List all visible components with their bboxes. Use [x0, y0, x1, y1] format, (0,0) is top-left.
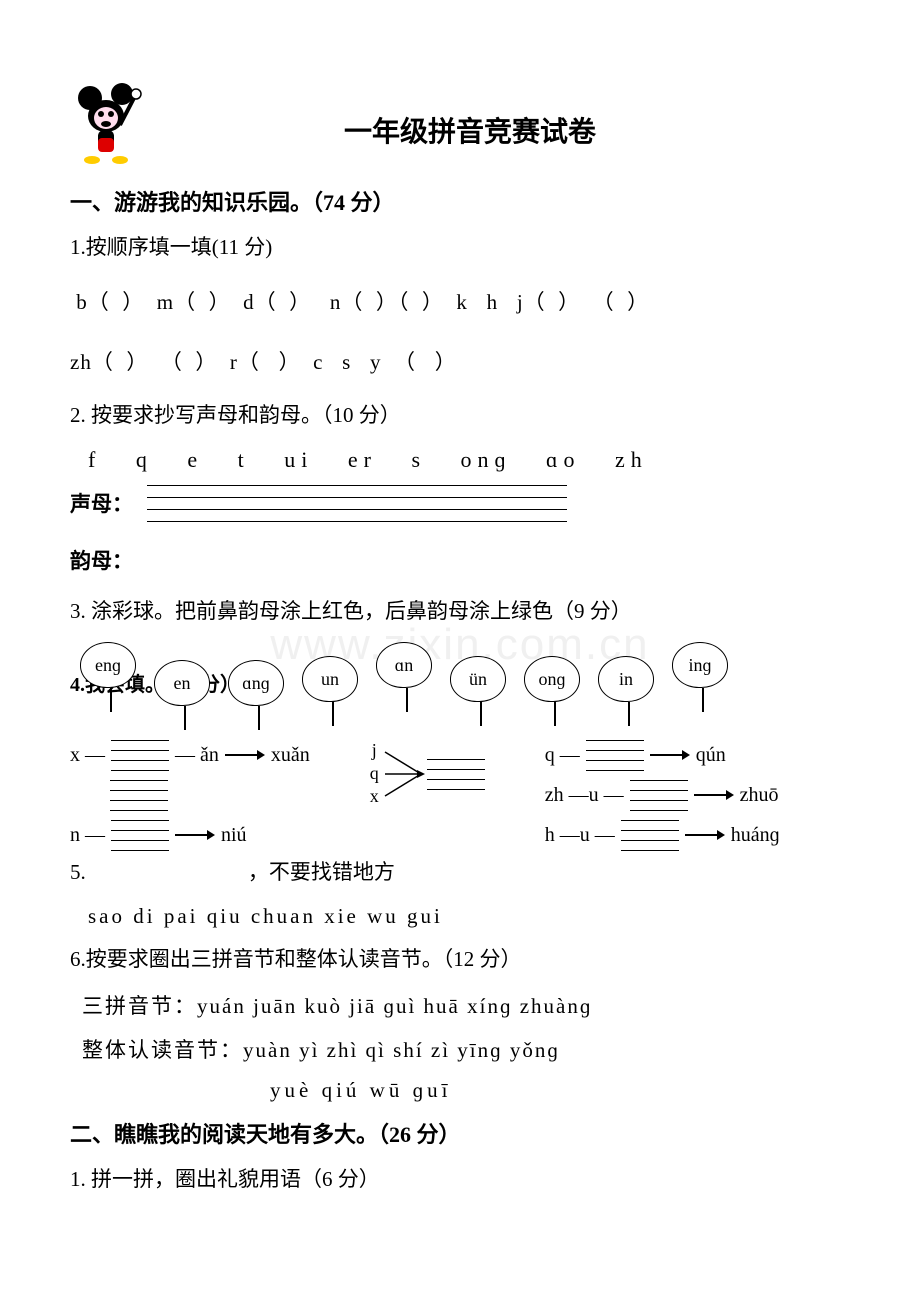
q4-item: h —u — huánɡ: [545, 820, 780, 850]
jqx-j: j: [372, 740, 377, 761]
jqx-x: x: [370, 786, 379, 807]
q4-container: x — — ǎn xuǎn n — niú j q x: [70, 740, 850, 850]
letter: s: [411, 447, 426, 472]
page-title: 一年级拼音竞赛试卷: [170, 80, 850, 150]
balloon[interactable]: un: [302, 656, 364, 730]
q2-label: 2. 按要求抄写声母和韵母。（10 分）: [70, 399, 850, 433]
q5-suffix: ，不要找错地方: [248, 860, 395, 884]
mickey-mouse-icon: [70, 80, 150, 165]
balloon-text: inɡ: [672, 642, 728, 688]
q4-item: zh —u — zhuō: [545, 780, 780, 810]
balloon-text: onɡ: [524, 656, 580, 702]
q4-result: niú: [221, 824, 247, 847]
writing-grid-small[interactable]: [111, 740, 169, 770]
arrow-icon: [694, 788, 734, 802]
q4-pre: zh —u —: [545, 784, 624, 807]
q4-right-col: q — qún zh —u — zhuō h —u — huánɡ: [545, 740, 780, 850]
letter: f: [88, 447, 101, 472]
letter: onɡ: [461, 447, 512, 472]
shengmu-row: 声母：: [70, 485, 850, 521]
q1-line1: b（ ） m（ ） d（ ） n（ ）（ ） k h j（ ） （ ）: [70, 279, 850, 325]
writing-grid-small[interactable]: [586, 740, 644, 770]
header-row: 一年级拼音竞赛试卷: [70, 80, 850, 165]
writing-grid[interactable]: [147, 485, 567, 521]
balloon[interactable]: onɡ: [524, 656, 586, 730]
balloon[interactable]: en: [154, 660, 216, 730]
q5-label: 5. XXXXXXXXXX ，不要找错地方: [70, 856, 850, 890]
q6-label: 6.按要求圈出三拼音节和整体认读音节。（12 分）: [70, 943, 850, 977]
writing-grid-small[interactable]: [110, 780, 168, 810]
q4-post: — ǎn: [175, 744, 219, 767]
arrow-icon: [175, 828, 215, 842]
converge-icon: [381, 746, 425, 802]
q2-letters: f q e t ui er s onɡ ɑo zh: [70, 447, 850, 473]
section1-heading: 一、游游我的知识乐园。（74 分）: [70, 185, 850, 217]
s2-q1-label: 1. 拼一拼，圈出礼貌用语（6 分）: [70, 1163, 850, 1197]
balloon[interactable]: ün: [450, 656, 512, 730]
section2-heading: 二、瞧瞧我的阅读天地有多大。（26 分）: [70, 1117, 850, 1149]
q3-label: 3. 涂彩球。把前鼻韵母涂上红色，后鼻韵母涂上绿色（9 分）: [70, 595, 850, 629]
writing-grid-small[interactable]: [621, 820, 679, 850]
q4-pre: n —: [70, 824, 105, 847]
letter: t: [238, 447, 250, 472]
writing-grid-small[interactable]: [630, 780, 688, 810]
shengmu-label: 声母：: [70, 488, 133, 518]
balloon-text: en: [154, 660, 210, 706]
q6-line2: 整体认读音节：yuàn yì zhì qì shí zì yīnɡ yǒnɡ: [70, 1034, 850, 1064]
balloon[interactable]: ɑnɡ: [228, 660, 290, 730]
balloon[interactable]: in: [598, 656, 660, 730]
writing-grid-small[interactable]: [111, 820, 169, 850]
q4-result: zhuō: [740, 784, 779, 807]
q4-item: n — niú: [70, 820, 310, 850]
yunmu-label: 韵母：: [70, 545, 133, 575]
q4-pre: x —: [70, 744, 105, 767]
q1-label: 1.按顺序填一填(11 分): [70, 231, 850, 265]
q4-left-col: x — — ǎn xuǎn n — niú: [70, 740, 310, 850]
balloon-text: ɑn: [376, 642, 432, 688]
balloon-text: in: [598, 656, 654, 702]
writing-grid-small[interactable]: [427, 759, 485, 789]
letter: zh: [615, 447, 648, 472]
q1-line2: zh（ ） （ ） r（ ） c s y （ ）: [70, 339, 850, 385]
balloon-text: ɑnɡ: [228, 660, 284, 706]
yunmu-row: 韵母：: [70, 545, 850, 575]
balloon-row: enɡ en ɑnɡ un ɑn ün onɡ in inɡ: [70, 642, 850, 730]
q4-result: qún: [696, 744, 726, 767]
q6-line3: yuè qiú wū ɡuī: [70, 1078, 850, 1103]
q5-prefix: 5.: [70, 860, 86, 884]
q4-pre: h —u —: [545, 824, 615, 847]
q4-spare-grid: [110, 780, 310, 810]
q4-item: q — qún: [545, 740, 780, 770]
letter: ui: [284, 447, 313, 472]
q5-items: sao di pai qiu chuan xie wu gui: [70, 904, 850, 929]
balloon[interactable]: ɑn: [376, 642, 438, 730]
q4-result: huánɡ: [731, 824, 780, 847]
letter: er: [348, 447, 377, 472]
balloon-text: ün: [450, 656, 506, 702]
letter: e: [187, 447, 203, 472]
q4-item: x — — ǎn xuǎn: [70, 740, 310, 770]
letter: q: [136, 447, 153, 472]
balloon[interactable]: inɡ: [672, 642, 734, 730]
q4-jqx-block: j q x: [370, 740, 485, 807]
arrow-icon: [685, 828, 725, 842]
arrow-icon: [650, 748, 690, 762]
letter: ɑo: [546, 447, 581, 472]
balloon-text: enɡ: [80, 642, 136, 688]
balloon-text: un: [302, 656, 358, 702]
q6-line1: 三拼音节：yuán juān kuò jiā ɡuì huā xínɡ zhuà…: [70, 990, 850, 1020]
q4-result: xuǎn: [271, 744, 310, 767]
balloon[interactable]: enɡ: [80, 642, 142, 730]
q4-pre: q —: [545, 744, 580, 767]
arrow-icon: [225, 748, 265, 762]
jqx-q: q: [370, 763, 379, 784]
